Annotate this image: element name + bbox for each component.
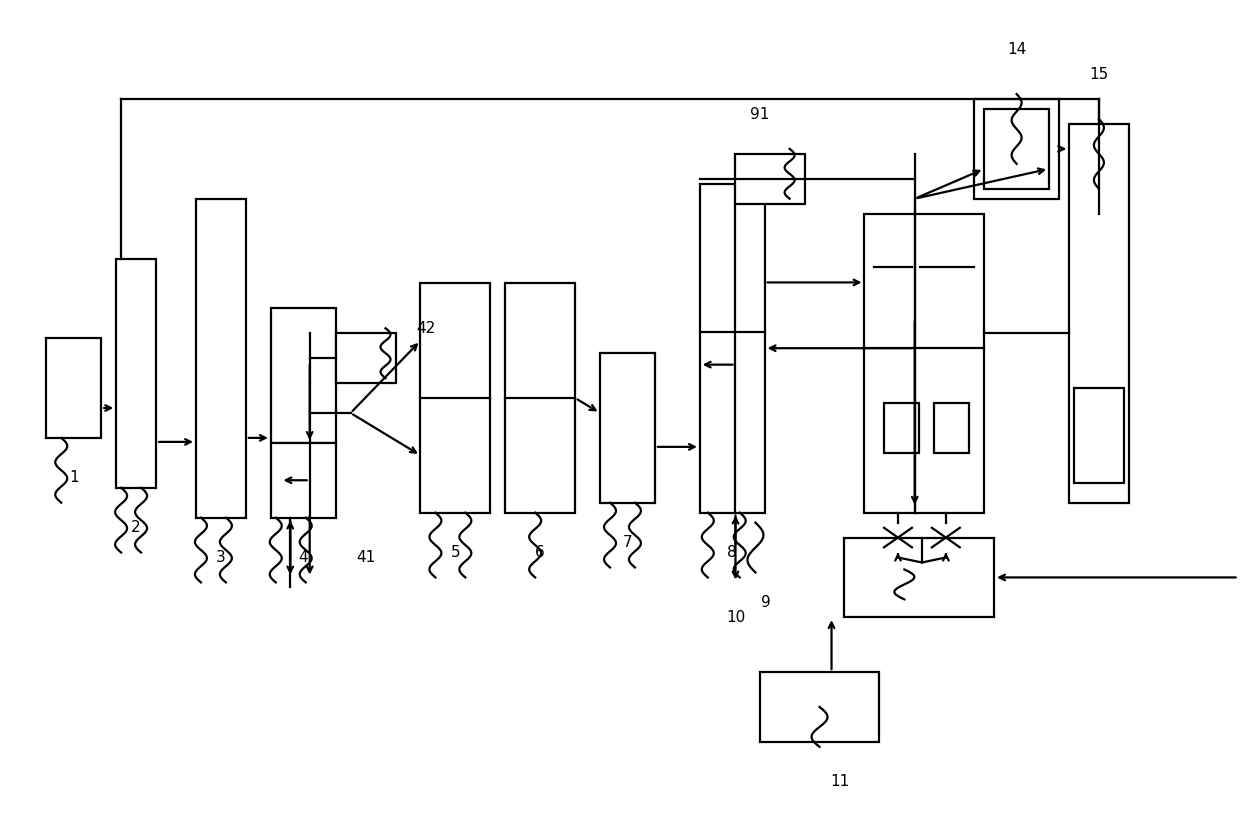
Bar — [336, 333, 396, 383]
Text: 1: 1 — [69, 470, 78, 485]
Bar — [1069, 124, 1128, 503]
Bar — [884, 403, 919, 453]
Text: 11: 11 — [830, 774, 849, 789]
Text: 7: 7 — [622, 535, 632, 550]
Bar — [420, 283, 490, 513]
Text: 6: 6 — [536, 545, 546, 560]
Bar — [699, 184, 765, 513]
Bar — [975, 99, 1059, 199]
Bar — [270, 443, 336, 518]
Bar — [196, 199, 246, 518]
Text: 15: 15 — [1089, 66, 1109, 82]
Text: 4: 4 — [299, 550, 308, 565]
Bar — [46, 338, 102, 438]
Bar — [735, 154, 805, 204]
Text: 42: 42 — [415, 321, 435, 335]
Bar — [934, 403, 970, 453]
Bar — [985, 109, 1049, 189]
Text: 3: 3 — [216, 550, 226, 565]
Text: 2: 2 — [131, 520, 141, 535]
Text: 14: 14 — [1007, 42, 1027, 56]
Bar — [117, 258, 156, 488]
Text: 5: 5 — [450, 545, 460, 560]
Bar — [844, 537, 994, 618]
Text: 10: 10 — [725, 609, 745, 625]
Text: 41: 41 — [356, 550, 376, 565]
Bar — [505, 283, 575, 513]
Text: 9: 9 — [760, 595, 770, 610]
Bar — [760, 672, 879, 742]
Text: 8: 8 — [728, 545, 737, 560]
Text: 91: 91 — [750, 106, 769, 122]
Bar — [1074, 388, 1123, 483]
Bar — [270, 308, 336, 443]
Bar — [600, 353, 655, 503]
Bar — [864, 213, 985, 513]
